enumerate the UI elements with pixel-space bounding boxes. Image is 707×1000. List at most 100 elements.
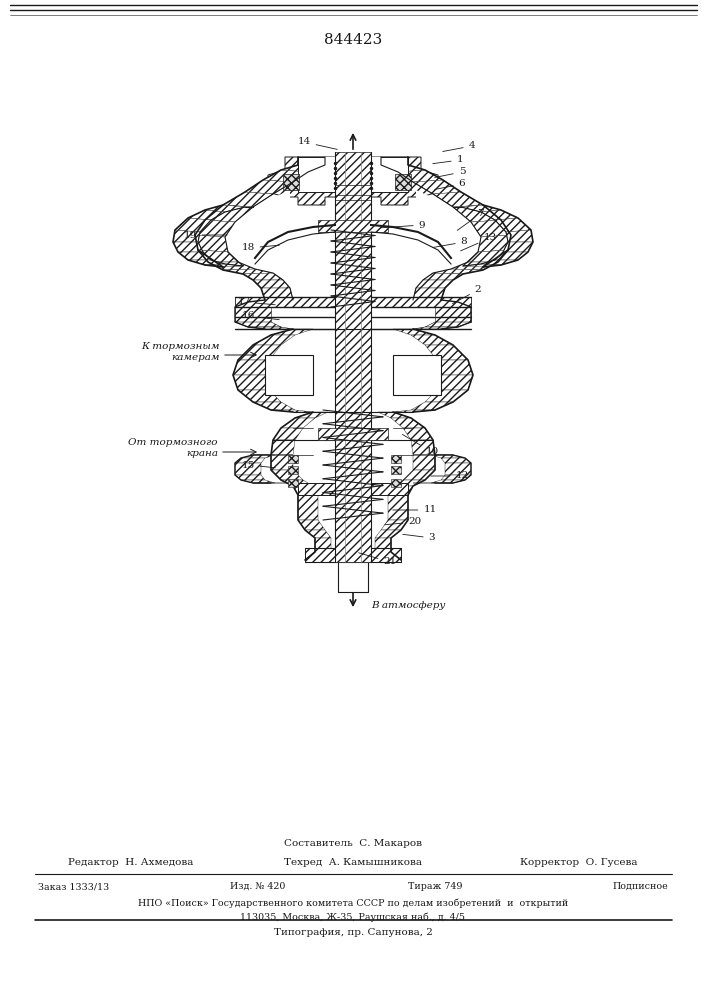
Polygon shape: [298, 157, 325, 165]
Polygon shape: [265, 329, 441, 412]
Text: 14: 14: [298, 137, 337, 149]
Polygon shape: [248, 327, 293, 329]
Text: Корректор  О. Гусева: Корректор О. Гусева: [520, 858, 638, 867]
Text: 20: 20: [385, 518, 421, 526]
Polygon shape: [235, 307, 271, 322]
Polygon shape: [381, 520, 408, 530]
Bar: [391, 466, 401, 474]
Bar: [391, 455, 401, 463]
Polygon shape: [271, 470, 303, 480]
Text: Редактор  Н. Ахмедова: Редактор Н. Ахмедова: [68, 858, 194, 867]
Polygon shape: [305, 530, 331, 538]
Text: Тираж 749: Тираж 749: [408, 882, 462, 891]
Polygon shape: [175, 218, 211, 232]
Polygon shape: [425, 322, 471, 327]
Text: 8: 8: [433, 237, 467, 248]
Text: 7: 7: [457, 210, 484, 230]
Polygon shape: [173, 230, 200, 242]
Polygon shape: [241, 480, 275, 483]
Text: 1: 1: [433, 155, 463, 164]
Polygon shape: [233, 375, 269, 390]
Polygon shape: [223, 269, 273, 274]
Polygon shape: [305, 552, 331, 560]
Polygon shape: [315, 538, 331, 552]
Bar: [305, 548, 401, 562]
Polygon shape: [268, 157, 438, 205]
Polygon shape: [413, 180, 461, 194]
Polygon shape: [381, 165, 425, 172]
Polygon shape: [198, 250, 238, 262]
Polygon shape: [425, 345, 468, 360]
Polygon shape: [293, 486, 318, 495]
Polygon shape: [235, 475, 265, 480]
Polygon shape: [281, 165, 325, 172]
Bar: [318, 428, 388, 440]
Polygon shape: [235, 463, 261, 475]
Bar: [288, 466, 298, 474]
Text: 19: 19: [183, 231, 227, 239]
Polygon shape: [433, 269, 483, 274]
Text: Составитель  С. Макаров: Составитель С. Макаров: [284, 839, 422, 848]
Polygon shape: [437, 375, 473, 390]
Text: 4: 4: [443, 141, 475, 151]
Bar: [283, 174, 299, 190]
Text: 17: 17: [238, 298, 275, 306]
Polygon shape: [411, 402, 453, 410]
Text: 11: 11: [393, 506, 437, 514]
Polygon shape: [235, 322, 281, 327]
Polygon shape: [225, 190, 290, 276]
Polygon shape: [403, 428, 433, 440]
Polygon shape: [271, 455, 293, 470]
Polygon shape: [425, 302, 471, 307]
Polygon shape: [393, 355, 441, 395]
Polygon shape: [205, 205, 245, 212]
Text: 3: 3: [403, 534, 436, 542]
Text: 16: 16: [241, 312, 279, 320]
Polygon shape: [425, 390, 468, 402]
Polygon shape: [481, 210, 518, 220]
Polygon shape: [468, 250, 508, 262]
Polygon shape: [433, 192, 483, 207]
Polygon shape: [403, 470, 435, 480]
Polygon shape: [503, 242, 533, 252]
Polygon shape: [298, 157, 408, 192]
Polygon shape: [298, 520, 325, 530]
Polygon shape: [188, 210, 225, 220]
Polygon shape: [235, 458, 265, 463]
Polygon shape: [441, 475, 471, 480]
Polygon shape: [271, 410, 313, 412]
Polygon shape: [398, 170, 443, 182]
Polygon shape: [391, 418, 425, 428]
Bar: [318, 220, 388, 232]
Polygon shape: [413, 288, 445, 300]
Text: 6: 6: [435, 180, 465, 189]
Polygon shape: [393, 480, 425, 486]
Bar: [235, 297, 471, 307]
Text: К тормозным
камерам: К тормозным камерам: [141, 342, 220, 362]
Polygon shape: [245, 180, 293, 194]
Text: 2: 2: [452, 286, 481, 304]
Bar: [395, 174, 411, 190]
Polygon shape: [173, 242, 203, 252]
Polygon shape: [495, 218, 531, 232]
Text: 5: 5: [435, 167, 465, 177]
Polygon shape: [471, 220, 511, 237]
Polygon shape: [413, 300, 458, 302]
Text: Типография, пр. Сапунова, 2: Типография, пр. Сапунова, 2: [274, 928, 433, 937]
Polygon shape: [445, 463, 471, 475]
Text: Техред  А. Камышникова: Техред А. Камышникова: [284, 858, 422, 867]
Polygon shape: [261, 288, 293, 300]
Polygon shape: [506, 230, 533, 242]
Polygon shape: [388, 486, 413, 495]
Polygon shape: [378, 412, 411, 418]
Polygon shape: [208, 262, 255, 270]
Bar: [391, 479, 401, 487]
Text: НПО «Поиск» Государственного комитета СССР по делам изобретений  и  открытий: НПО «Поиск» Государственного комитета СС…: [138, 898, 568, 908]
Polygon shape: [461, 205, 501, 212]
Text: От тормозного
крана: От тормозного крана: [129, 438, 218, 458]
Polygon shape: [431, 480, 465, 483]
Polygon shape: [416, 190, 481, 276]
Text: 15: 15: [241, 460, 275, 470]
Polygon shape: [437, 360, 473, 375]
Polygon shape: [431, 455, 465, 458]
